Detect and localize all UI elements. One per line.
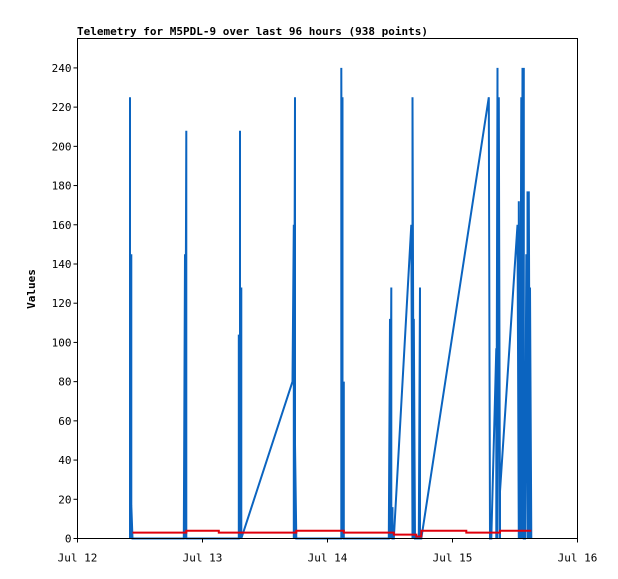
y-tick-label: 60 xyxy=(58,415,71,428)
y-tick-label: 100 xyxy=(52,336,72,349)
y-tick-label: 240 xyxy=(52,62,72,75)
x-tick-label: Jul 14 xyxy=(308,552,348,565)
y-tick-label: 140 xyxy=(52,258,72,271)
x-tick-label: Jul 16 xyxy=(558,552,598,565)
series-line-1 xyxy=(129,67,533,540)
y-tick-label: 80 xyxy=(58,376,71,389)
y-axis: 0 20 40 60 80 100 120 140 160 180 200 220 240 xyxy=(52,62,78,546)
y-tick-label: 20 xyxy=(58,493,71,506)
y-tick-label: 160 xyxy=(52,219,72,232)
chart-title: Telemetry for M5PDL-9 over last 96 hours… xyxy=(77,25,428,38)
y-tick-label: 0 xyxy=(65,533,72,546)
x-tick-label: Jul 12 xyxy=(58,552,98,565)
series-layer xyxy=(77,67,578,540)
y-tick-label: 180 xyxy=(52,180,72,193)
y-tick-label: 220 xyxy=(52,101,72,114)
series-line-2 xyxy=(132,529,532,538)
x-tick-label: Jul 15 xyxy=(433,552,473,565)
y-tick-label: 40 xyxy=(58,454,71,467)
y-tick-label: 200 xyxy=(52,140,72,153)
y-axis-label: Values xyxy=(25,269,38,309)
y-tick-label: 120 xyxy=(52,297,72,310)
x-axis: Jul 12 Jul 13 Jul 14 Jul 15 Jul 16 xyxy=(58,538,598,565)
x-tick-label: Jul 13 xyxy=(183,552,223,565)
